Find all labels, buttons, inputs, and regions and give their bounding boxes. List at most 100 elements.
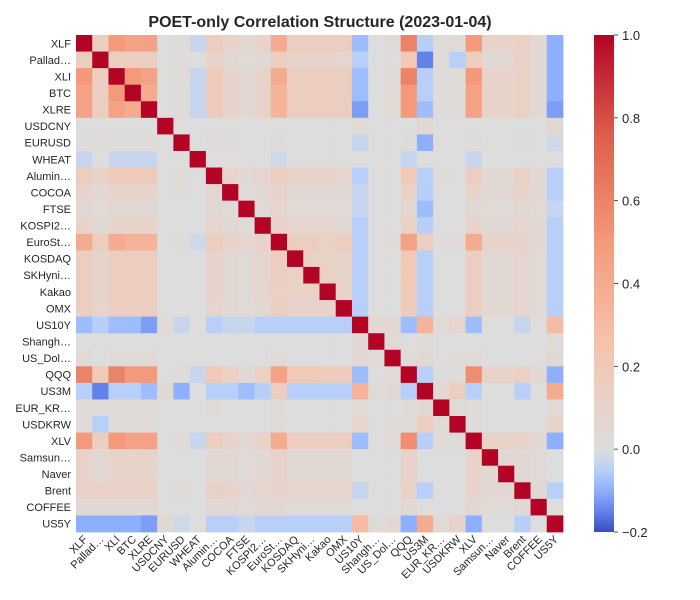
heatmap-cell	[189, 200, 207, 218]
heatmap-cell	[433, 498, 450, 516]
heatmap-cell	[92, 349, 109, 367]
heatmap-cell	[238, 250, 255, 268]
y-tick-label: XLRE	[42, 105, 71, 117]
heatmap-cell	[173, 200, 191, 218]
heatmap-cell	[465, 349, 483, 367]
heatmap-cell	[400, 382, 418, 400]
heatmap-cell	[351, 432, 369, 450]
heatmap-cell	[303, 134, 320, 152]
heatmap-cell	[351, 35, 369, 52]
heatmap-cell	[254, 465, 272, 483]
heatmap-cell	[514, 465, 531, 483]
heatmap-cell	[270, 399, 288, 417]
heatmap-cell	[157, 35, 174, 52]
heatmap-cell	[530, 316, 548, 334]
heatmap-cell	[287, 449, 304, 467]
heatmap-cell	[92, 465, 109, 483]
heatmap-cell	[433, 184, 450, 202]
heatmap-cell	[400, 300, 418, 318]
heatmap-cell	[173, 233, 191, 251]
heatmap-cell	[76, 167, 93, 185]
heatmap-cell	[270, 233, 288, 251]
heatmap-cell	[92, 51, 109, 69]
heatmap-cell	[481, 68, 499, 86]
heatmap-cell	[433, 465, 450, 483]
heatmap-cell	[173, 150, 191, 168]
heatmap-cell	[287, 300, 304, 318]
heatmap-cell	[481, 399, 499, 417]
heatmap-cell	[303, 498, 320, 516]
y-tick-label: US10Y	[36, 320, 72, 332]
heatmap-cell	[335, 366, 353, 384]
heatmap-cell	[189, 250, 207, 268]
heatmap-cell	[222, 167, 239, 185]
heatmap-cell	[368, 382, 385, 400]
heatmap-cell	[303, 316, 320, 334]
heatmap-cell	[254, 51, 272, 69]
heatmap-cell	[546, 416, 564, 433]
heatmap-cell	[498, 333, 515, 351]
heatmap-cell	[303, 68, 320, 86]
heatmap-cell	[205, 382, 223, 400]
heatmap-cell	[514, 167, 531, 185]
heatmap-cell	[449, 217, 466, 235]
heatmap-cell	[124, 300, 142, 318]
heatmap-cell	[205, 316, 223, 334]
heatmap-cell	[238, 432, 255, 450]
heatmap-cell	[514, 382, 531, 400]
heatmap-cell	[514, 134, 531, 152]
heatmap-cell	[351, 266, 369, 284]
heatmap-cell	[173, 134, 191, 152]
heatmap-cell	[254, 515, 272, 533]
heatmap-cell	[400, 449, 418, 467]
heatmap-cell	[108, 35, 126, 52]
heatmap-cell	[498, 68, 515, 86]
heatmap-cell	[465, 167, 483, 185]
heatmap-cell	[465, 51, 483, 69]
heatmap-cell	[108, 233, 126, 251]
heatmap-cell	[76, 233, 93, 251]
heatmap-cell	[384, 150, 402, 168]
heatmap-cell	[498, 515, 515, 533]
heatmap-cell	[335, 167, 353, 185]
heatmap-cell	[254, 250, 272, 268]
heatmap-cell	[222, 35, 239, 52]
heatmap-cell	[92, 184, 109, 202]
heatmap-cell	[303, 200, 320, 218]
heatmap-cell	[465, 150, 483, 168]
heatmap-cell	[335, 150, 353, 168]
heatmap-cell	[254, 382, 272, 400]
heatmap-cell	[449, 167, 466, 185]
colorbar-tick-label: 0.0	[622, 442, 640, 457]
heatmap-cell	[222, 399, 239, 417]
heatmap-cell	[335, 51, 353, 69]
heatmap-cell	[124, 432, 142, 450]
heatmap-cell	[416, 432, 434, 450]
heatmap-cell	[384, 101, 402, 119]
heatmap-cell	[449, 465, 466, 483]
heatmap-cell	[546, 333, 564, 351]
heatmap-cell	[76, 117, 93, 135]
heatmap-cell	[140, 482, 158, 500]
heatmap-cell	[189, 465, 207, 483]
heatmap-cell	[205, 167, 223, 185]
heatmap-cell	[157, 382, 174, 400]
heatmap-cell	[465, 68, 483, 86]
heatmap-cell	[124, 449, 142, 467]
heatmap-cell	[287, 399, 304, 417]
heatmap-cell	[287, 233, 304, 251]
heatmap-cell	[76, 432, 93, 450]
heatmap-cell	[416, 316, 434, 334]
heatmap-cell	[108, 117, 126, 135]
heatmap-cell	[351, 300, 369, 318]
heatmap-cell	[319, 101, 337, 119]
y-tick-label: US5Y	[42, 519, 71, 531]
heatmap-cell	[157, 498, 174, 516]
heatmap-cell	[416, 250, 434, 268]
heatmap-cell	[270, 84, 288, 102]
heatmap-cell	[335, 449, 353, 467]
heatmap-cell	[368, 51, 385, 69]
heatmap-cell	[287, 250, 304, 268]
heatmap-cell	[270, 68, 288, 86]
heatmap-cell	[400, 51, 418, 69]
